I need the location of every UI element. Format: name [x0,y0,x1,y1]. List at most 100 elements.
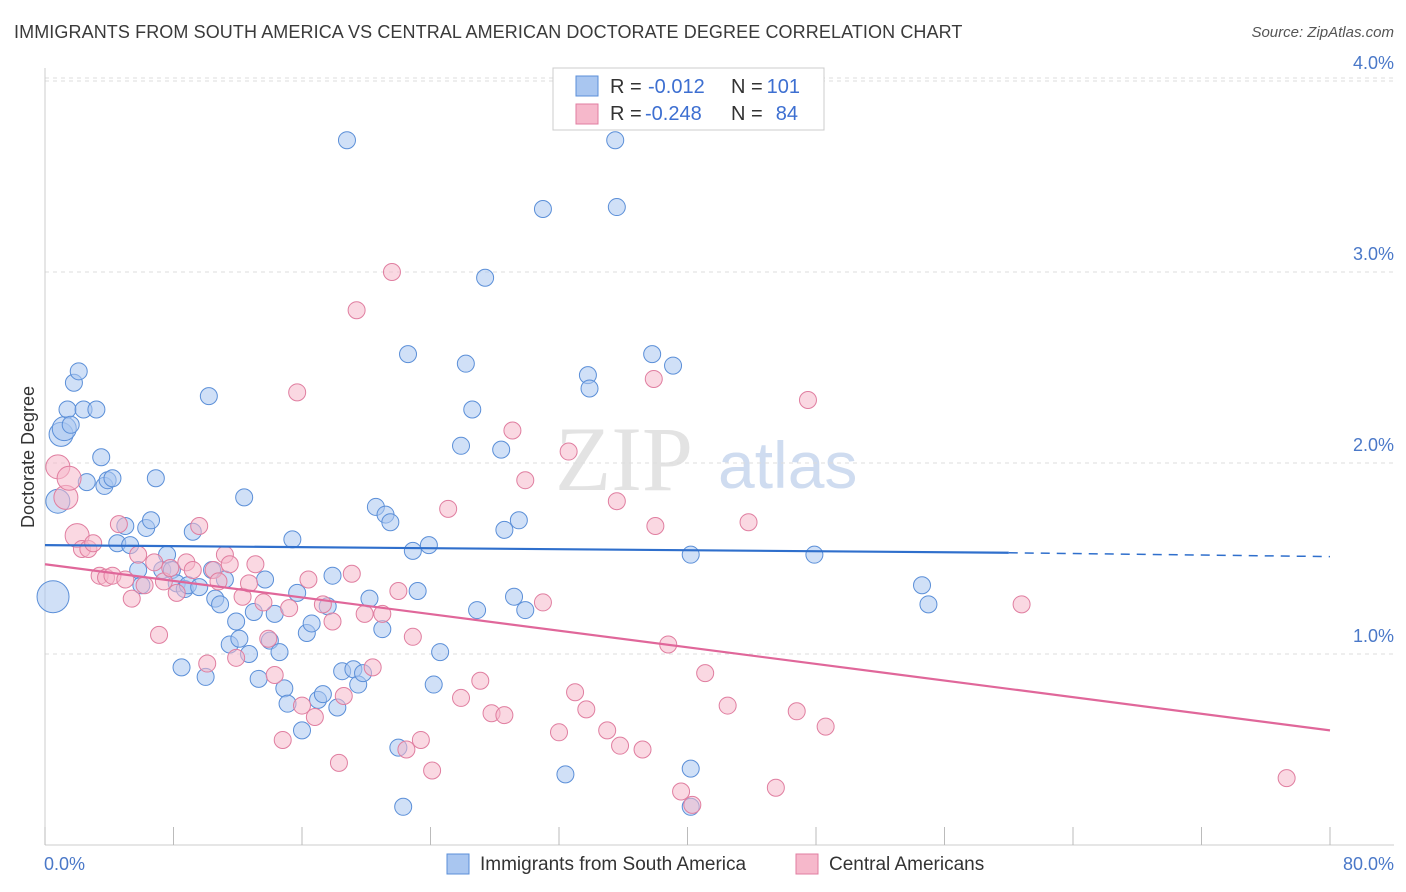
pink-point-60 [495,706,514,725]
blue-point-101 [913,576,932,595]
blue-point-92 [580,379,599,398]
y-axis-label: Doctorate Degree [18,386,38,528]
bottom-legend-swatch-pink [795,853,819,875]
legend-r-value-2: -0.248 [645,103,702,125]
pink-point-71 [633,740,652,759]
blue-point-68 [373,620,392,639]
y-tick-label-2: 2.0% [1353,435,1394,455]
pink-point-80 [766,778,785,797]
blue-point-84 [492,440,511,459]
pink-point-10 [109,515,128,534]
pink-point-13 [129,545,148,564]
pink-point-12 [122,589,141,608]
blue-point-41 [235,488,254,507]
pink-point-61 [503,421,522,440]
watermark-zip: ZIP [555,408,693,510]
blue-point-48 [270,643,289,662]
pink-point-58 [471,671,490,690]
blue-point-51 [283,530,302,549]
blue-point-53 [293,721,311,740]
blue-point-10 [87,400,106,419]
blue-point-14 [103,469,122,488]
blue-point-70 [381,513,400,532]
blue-point-87 [509,511,528,530]
x-tick-label-max: 80.0% [1343,854,1394,874]
blue-point-7 [69,362,88,381]
pink-point-81 [787,702,806,721]
pink-point-33 [259,629,278,648]
pink-point-76 [683,795,702,814]
pink-point-73 [646,517,665,536]
pink-point-66 [566,683,585,702]
pink-point-49 [373,604,392,623]
pink-point-56 [439,499,458,518]
pink-point-65 [559,442,578,461]
pink-point-6 [84,534,103,553]
blue-point-95 [643,345,662,364]
blue-point-76 [419,536,438,555]
pink-point-34 [265,666,284,685]
pink-point-38 [293,696,311,715]
blue-point-5 [61,415,80,434]
pink-point-67 [577,700,596,719]
blue-point-94 [607,198,626,217]
blue-point-93 [606,131,625,150]
pink-point-31 [246,555,265,574]
pink-point-22 [190,517,209,536]
pink-point-52 [397,740,416,759]
pink-point-48 [363,658,382,677]
pink-point-14 [135,576,154,595]
blue-point-52 [288,583,307,602]
legend-swatch-blue [575,75,599,97]
pink-point-30 [239,574,258,593]
pink-point-21 [183,560,202,579]
blue-point-40 [230,629,249,648]
blue-point-78 [431,643,450,662]
watermark-atlas: atlas [718,428,857,502]
pink-point-44 [334,687,353,706]
pink-point-16 [150,625,169,644]
blue-point-99 [681,545,700,564]
pink-point-63 [533,593,552,612]
blue-point-33 [199,387,218,406]
blue-point-96 [664,356,683,375]
y-tick-label-3: 3.0% [1353,244,1394,264]
blue-trend-line-dashed [1008,552,1331,558]
pink-point-70 [611,736,630,755]
blue-point-44 [249,669,268,688]
pink-point-72 [644,369,663,388]
blue-point-100 [805,545,824,564]
blue-point-62 [337,131,356,150]
pink-point-19 [167,583,186,602]
blue-point-59 [323,566,342,585]
blue-point-102 [919,595,938,614]
pink-point-83 [816,717,835,736]
legend-r-label-1: R = [610,76,642,98]
pink-point-54 [411,730,430,749]
blue-point-86 [505,587,524,606]
chart-title: IMMIGRANTS FROM SOUTH AMERICA VS CENTRAL… [14,22,963,42]
pink-point-82 [798,390,817,409]
trend-lines [44,544,1331,732]
blue-point-74 [403,541,422,560]
legend-n-value-1: 101 [767,76,800,98]
blue-point-4 [58,400,77,419]
blue-point-72 [394,797,413,816]
pink-point-43 [329,753,348,772]
pink-point-75 [672,782,691,801]
pink-point-32 [254,593,273,612]
blue-point-83 [476,268,495,287]
pink-point-27 [220,555,239,574]
pink-point-45 [342,564,361,583]
pink-point-55 [423,761,442,780]
pink-point-84 [1012,595,1031,614]
pink-point-62 [516,471,535,490]
legend-r-value-1: -0.012 [648,76,705,98]
pink-point-47 [355,604,374,623]
blue-point-77 [424,675,443,694]
pink-point-51 [389,581,408,600]
blue-trend-line [44,544,1009,554]
blue-point-88 [516,601,535,620]
blue-point-98 [681,759,700,778]
